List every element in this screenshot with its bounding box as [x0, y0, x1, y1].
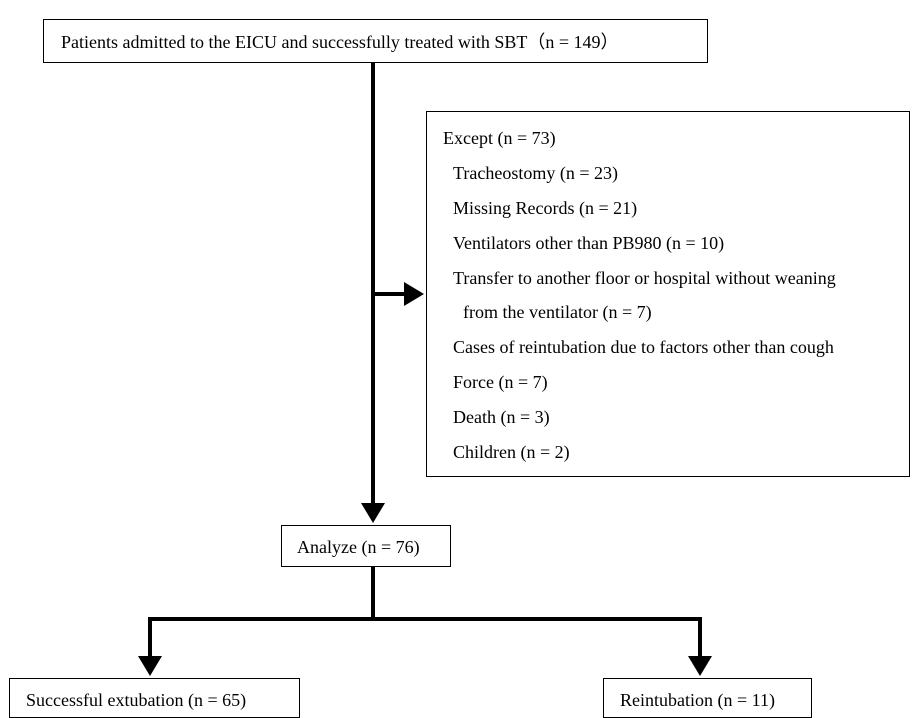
eligible-patients-text: Patients admitted to the EICU and succes… — [61, 32, 619, 52]
eligible-patients-box: Patients admitted to the EICU and succes… — [43, 19, 708, 63]
analyze-box: Analyze (n = 76) — [281, 525, 451, 567]
successful-extubation-text: Successful extubation (n = 65) — [26, 690, 247, 710]
exclusion-item: Cases of reintubation due to factors oth… — [453, 337, 834, 357]
reintubation-text: Reintubation (n = 11) — [620, 690, 775, 710]
exclusion-item: Force (n = 7) — [453, 372, 548, 392]
exclusion-item: Children (n = 2) — [453, 442, 570, 462]
exclusion-box: Except (n = 73) Tracheostomy (n = 23) Mi… — [426, 111, 910, 477]
reintubation-box: Reintubation (n = 11) — [603, 678, 812, 718]
successful-extubation-box: Successful extubation (n = 65) — [9, 678, 300, 718]
exclusion-item-continuation: from the ventilator (n = 7) — [463, 302, 652, 322]
analyze-text: Analyze (n = 76) — [297, 537, 420, 557]
exclusion-item: Death (n = 3) — [453, 407, 550, 427]
exclusion-item: Missing Records (n = 21) — [453, 198, 638, 218]
exclusion-item: Transfer to another floor or hospital wi… — [453, 268, 836, 288]
exclusion-header: Except (n = 73) — [443, 128, 556, 148]
exclusion-item: Ventilators other than PB980 (n = 10) — [453, 233, 725, 253]
exclusion-item: Tracheostomy (n = 23) — [453, 163, 618, 183]
